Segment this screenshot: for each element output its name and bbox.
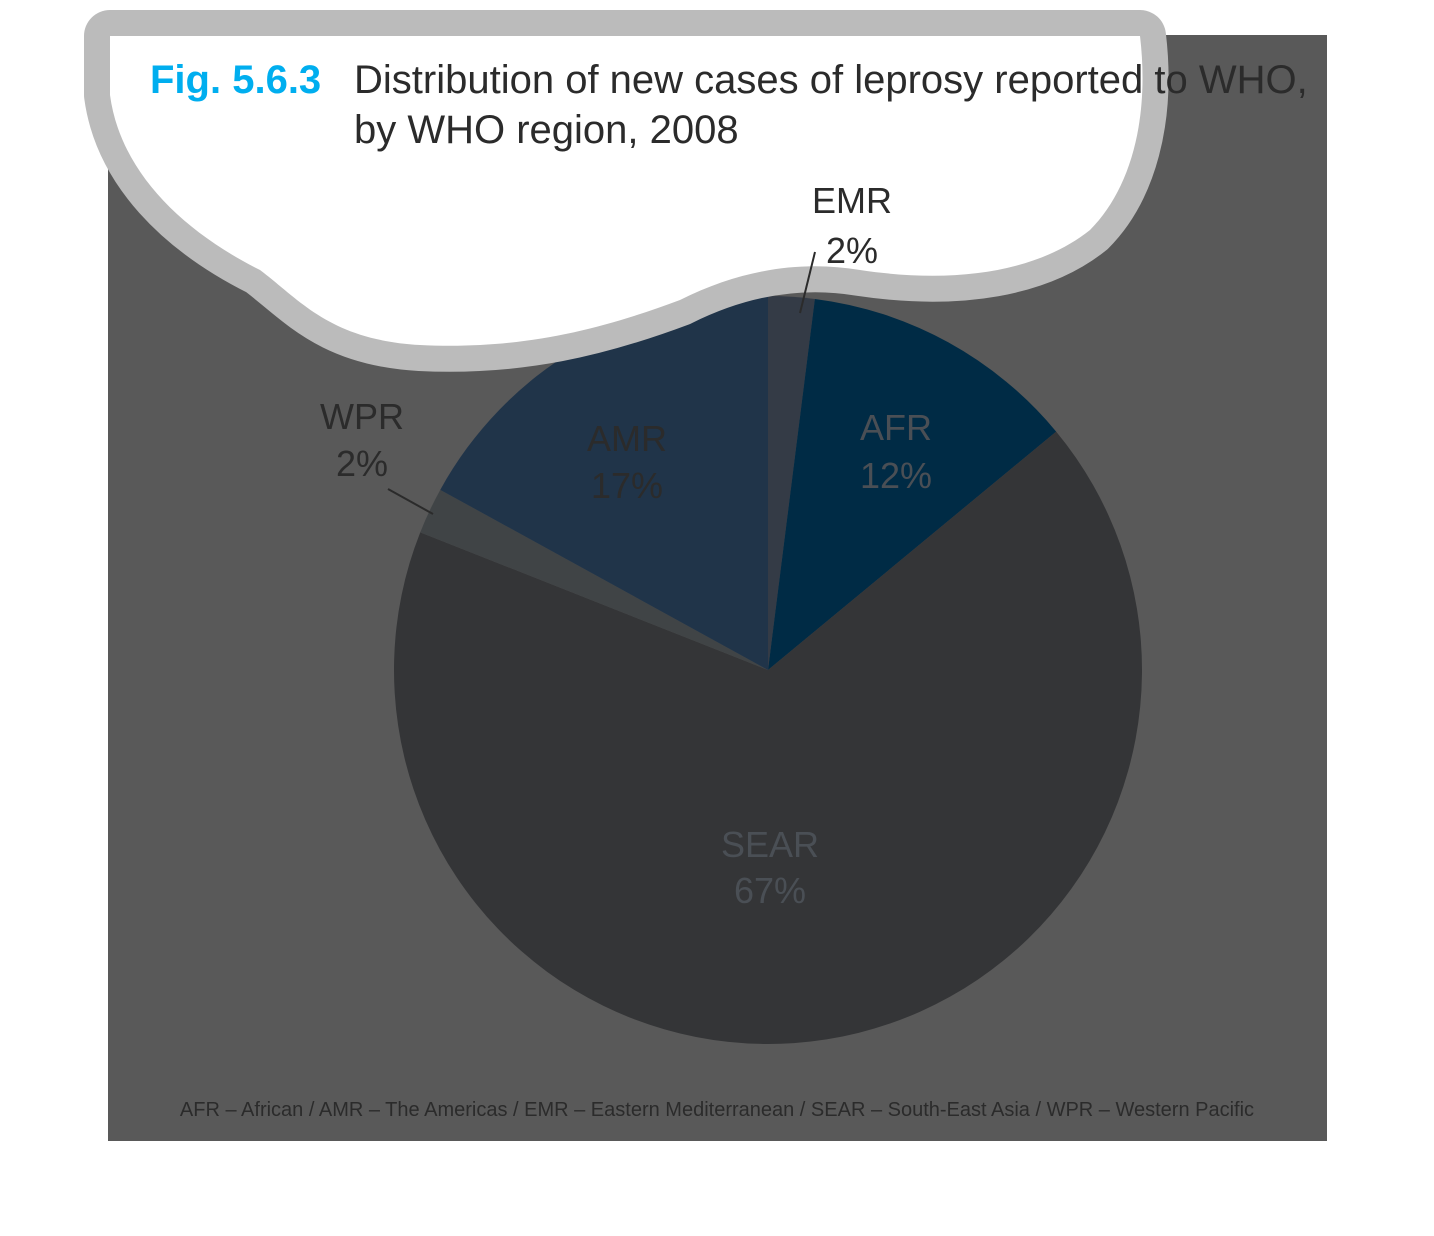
title-line-1: Distribution of new cases of leprosy rep… bbox=[354, 58, 1308, 102]
figure-number: Fig. 5.6.3 bbox=[150, 58, 321, 102]
pie-slice-emr bbox=[768, 296, 815, 670]
label-wpr-value: 2% bbox=[336, 443, 388, 484]
pie-slice-afr bbox=[768, 298, 1057, 670]
label-afr-value: 12% bbox=[860, 455, 932, 496]
emr-leader-line bbox=[799, 251, 816, 314]
label-amr-value: 17% bbox=[591, 465, 663, 506]
label-emr-value: 2% bbox=[826, 230, 878, 271]
label-amr-name: AMR bbox=[587, 418, 667, 459]
label-wpr-name: WPR bbox=[320, 396, 404, 437]
label-sear-name: SEAR bbox=[721, 824, 819, 865]
slice-labels: EMR 2% AFR 12% SEAR 67% WPR 2% AMR 17% bbox=[320, 180, 932, 911]
callout-blob bbox=[84, 10, 1169, 372]
title-line-2: by WHO region, 2008 bbox=[354, 108, 739, 152]
label-emr-name: EMR bbox=[812, 180, 892, 221]
label-afr-name: AFR bbox=[860, 407, 932, 448]
wpr-leader-line bbox=[387, 488, 434, 515]
chart-footnote: AFR – African / AMR – The Americas / EMR… bbox=[180, 1099, 1254, 1121]
chart-title: Fig. 5.6.3 Distribution of new cases of … bbox=[150, 58, 1308, 152]
label-sear-value: 67% bbox=[734, 870, 806, 911]
pie-slice-amr bbox=[440, 296, 768, 670]
pie-chart bbox=[393, 296, 1142, 1044]
pie-slice-sear bbox=[393, 431, 1142, 1044]
pie-slice-wpr bbox=[420, 489, 768, 670]
